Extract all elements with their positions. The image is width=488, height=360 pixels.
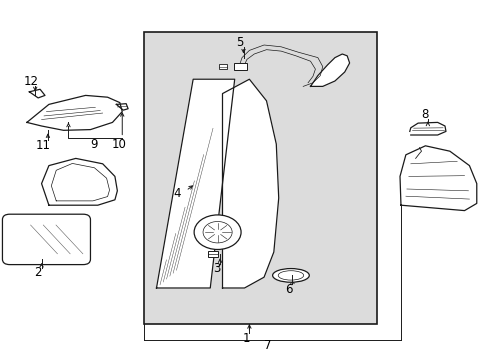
Polygon shape	[27, 95, 122, 130]
Polygon shape	[29, 89, 45, 98]
Polygon shape	[310, 54, 349, 86]
Bar	[219, 64, 226, 69]
Ellipse shape	[278, 271, 303, 280]
Polygon shape	[399, 146, 476, 211]
Bar	[207, 251, 217, 257]
Polygon shape	[409, 122, 445, 135]
Text: 11: 11	[36, 139, 50, 152]
Text: 1: 1	[242, 332, 249, 345]
Text: 12: 12	[23, 75, 38, 88]
Polygon shape	[222, 79, 278, 288]
Text: 9: 9	[90, 138, 98, 150]
Text: 8: 8	[420, 108, 427, 121]
Text: 10: 10	[111, 138, 126, 150]
Circle shape	[203, 221, 232, 243]
Polygon shape	[156, 79, 234, 288]
Bar	[233, 63, 247, 70]
Text: 4: 4	[173, 187, 181, 200]
FancyBboxPatch shape	[2, 214, 90, 265]
Ellipse shape	[272, 269, 308, 282]
Polygon shape	[41, 158, 117, 205]
Text: 6: 6	[284, 283, 292, 296]
Text: 3: 3	[212, 262, 220, 275]
Circle shape	[194, 215, 241, 249]
Text: 5: 5	[235, 36, 243, 49]
Bar	[144, 32, 376, 324]
Text: 2: 2	[34, 266, 42, 279]
Text: 7: 7	[264, 339, 271, 352]
Polygon shape	[116, 104, 128, 110]
